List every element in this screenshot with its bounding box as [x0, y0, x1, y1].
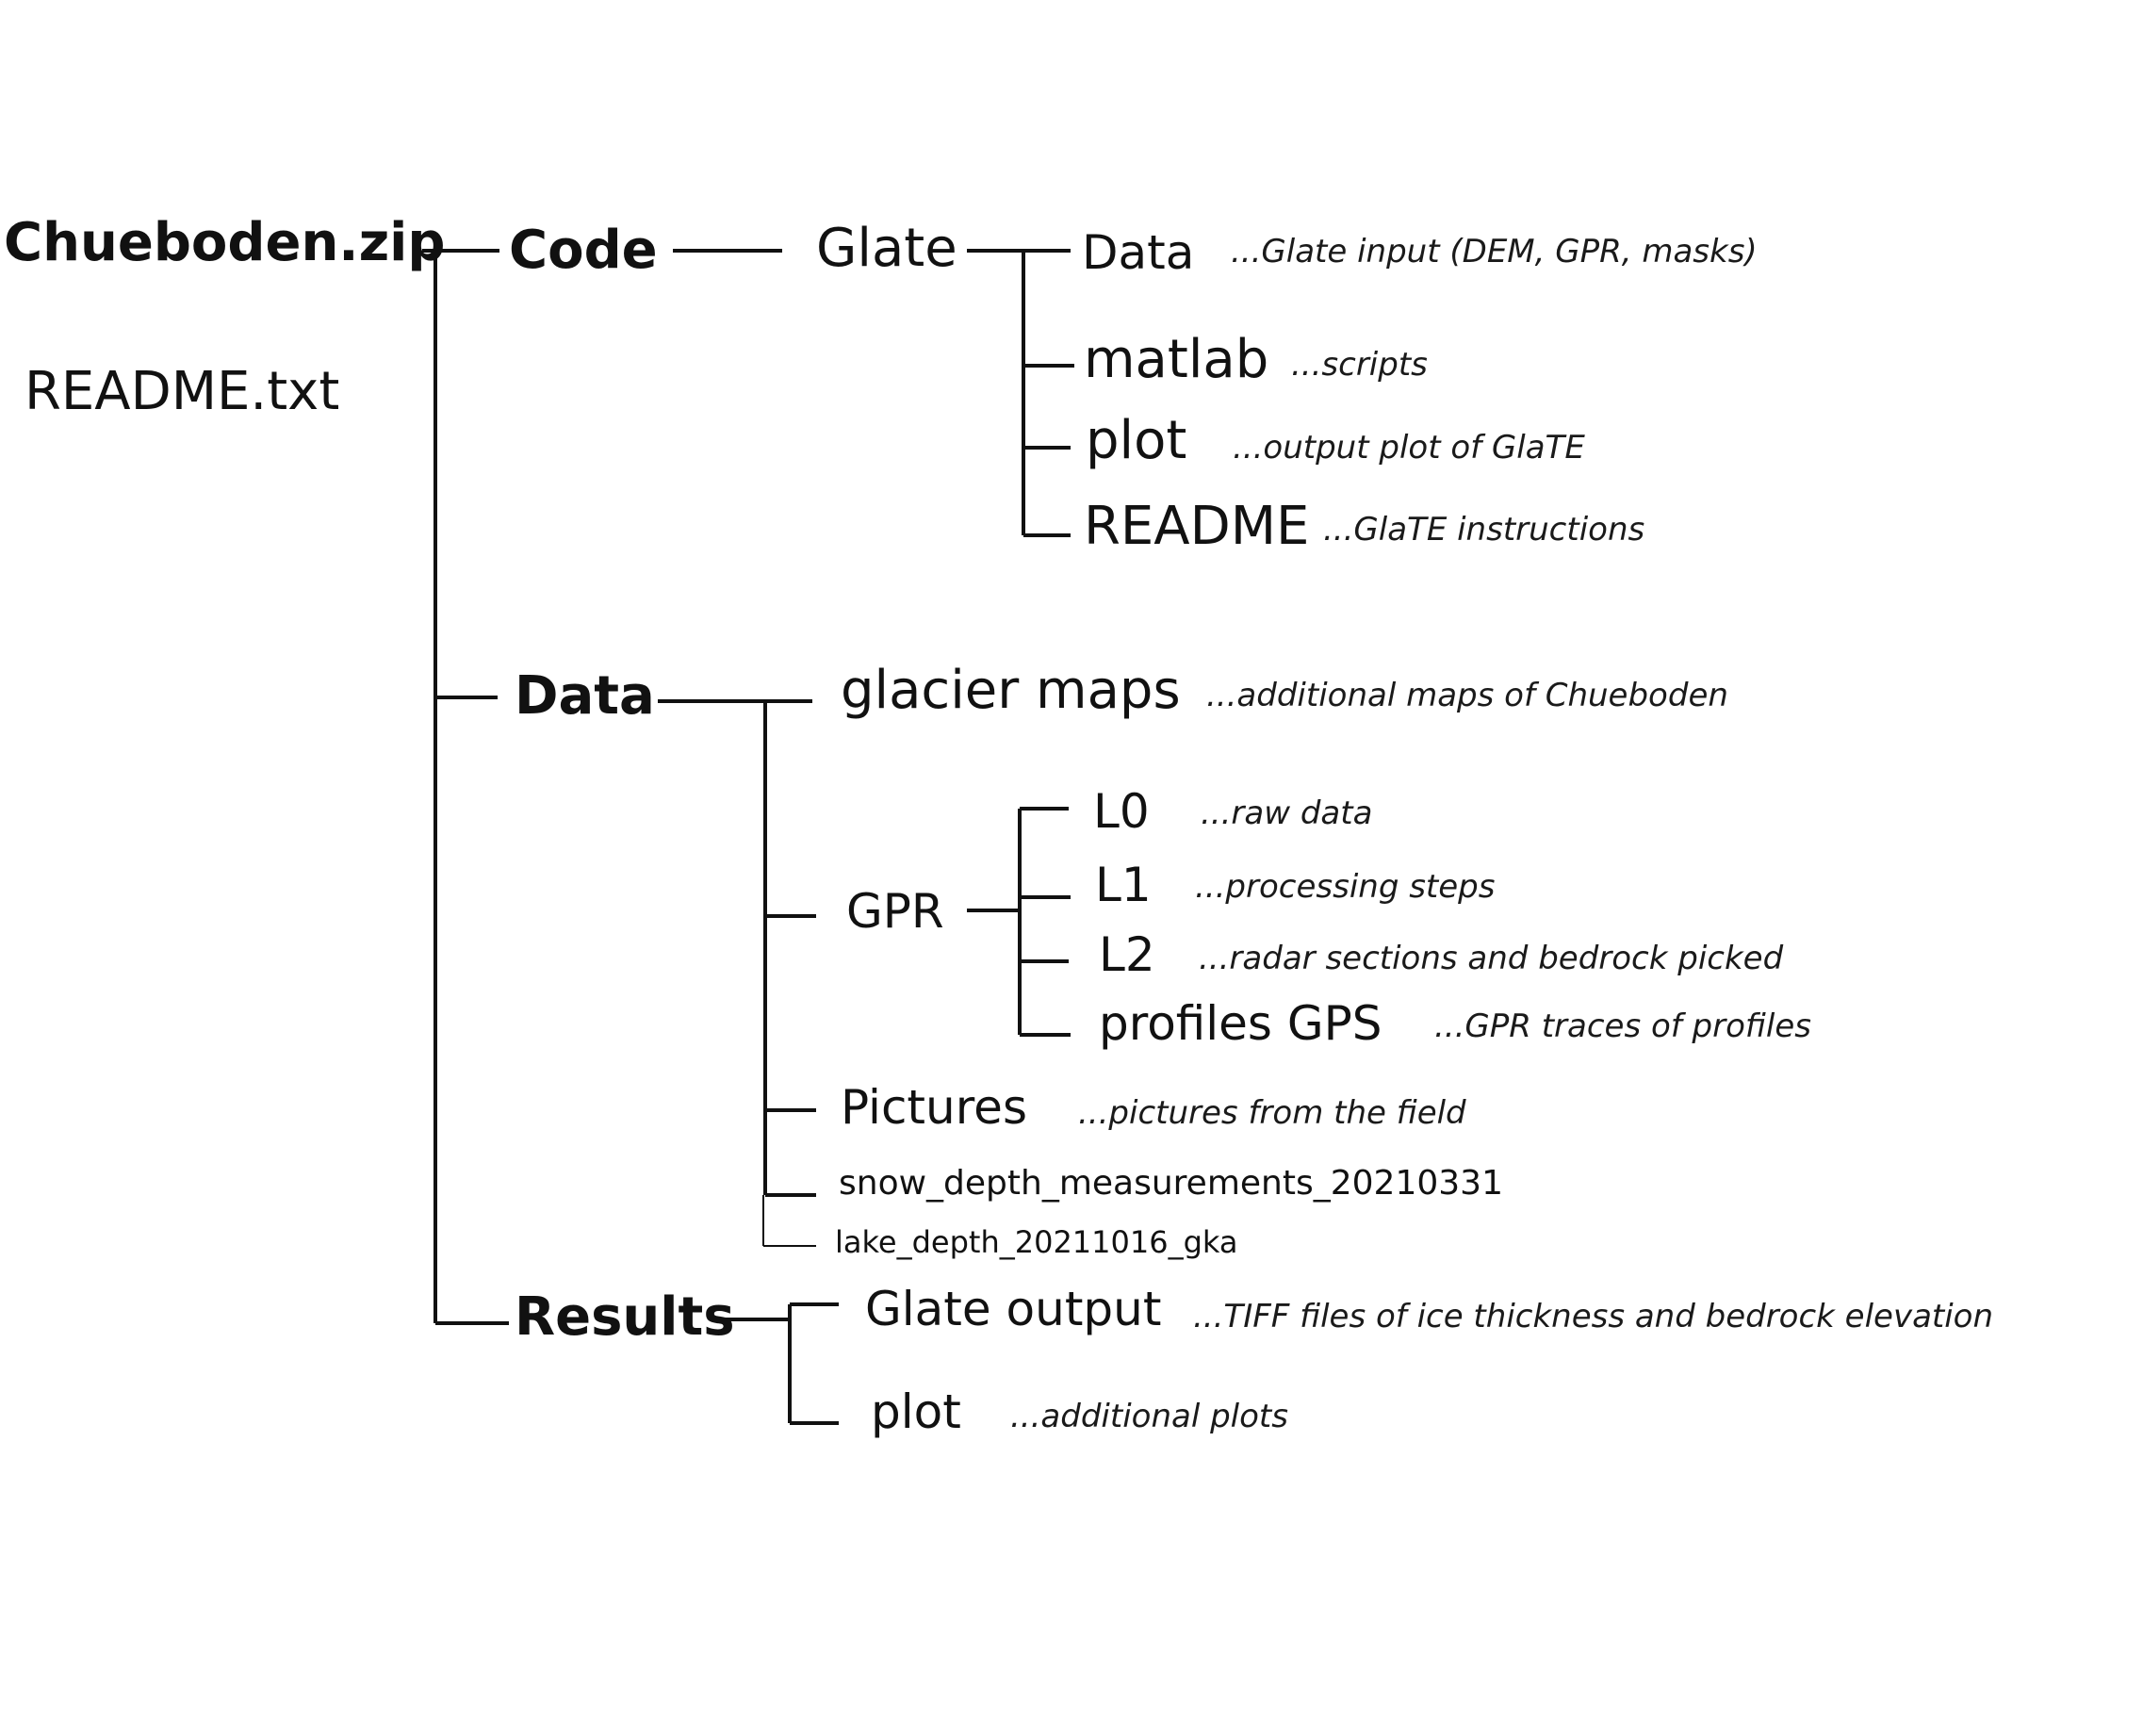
snow-depth-node: snow_depth_measurements_20210331 [839, 1164, 1503, 1203]
gpr-l0-desc: ...raw data [1201, 794, 1373, 832]
pictures-node: Pictures [841, 1080, 1027, 1135]
lake-depth-node: lake_depth_20211016_gka [835, 1224, 1238, 1260]
data-node: Data [515, 665, 655, 727]
pictures-desc: ...pictures from the field [1078, 1094, 1466, 1132]
root-node: Chueboden.zip [4, 212, 446, 273]
glacier-maps-node: glacier maps [841, 660, 1181, 721]
results-glate-output-desc: ...TIFF files of ice thickness and bedro… [1193, 1298, 1994, 1335]
results-plot-node: plot [871, 1384, 961, 1439]
gpr-l1-node: L1 [1095, 858, 1152, 912]
gpr-l2-node: L2 [1099, 927, 1155, 982]
glate-plot-desc: ...output plot of GlaTE [1233, 429, 1585, 467]
results-node: Results [515, 1286, 735, 1348]
glate-readme-node: README [1084, 496, 1310, 557]
glate-readme-desc: ...GlaTE instructions [1323, 511, 1645, 549]
glate-plot-node: plot [1086, 410, 1187, 471]
glate-data-node: Data [1082, 225, 1195, 280]
results-plot-desc: ...additional plots [1010, 1398, 1288, 1435]
results-glate-output-node: Glate output [865, 1282, 1162, 1336]
gpr-l0-node: L0 [1093, 784, 1150, 839]
gpr-profiles-node: profiles GPS [1099, 996, 1382, 1051]
glate-matlab-desc: ...scripts [1291, 346, 1428, 384]
gpr-profiles-desc: ...GPR traces of profiles [1434, 1007, 1811, 1045]
glate-node: Glate [816, 218, 957, 279]
glate-matlab-node: matlab [1084, 329, 1269, 390]
gpr-l2-desc: ...radar sections and bedrock picked [1199, 940, 1784, 977]
gpr-l1-desc: ...processing steps [1195, 868, 1496, 906]
gpr-node: GPR [846, 884, 944, 939]
glacier-maps-desc: ...additional maps of Chueboden [1206, 677, 1728, 714]
root-readme: README.txt [25, 361, 340, 422]
code-node: Code [509, 220, 658, 281]
glate-data-desc: ...Glate input (DEM, GPR, masks) [1231, 233, 1758, 270]
